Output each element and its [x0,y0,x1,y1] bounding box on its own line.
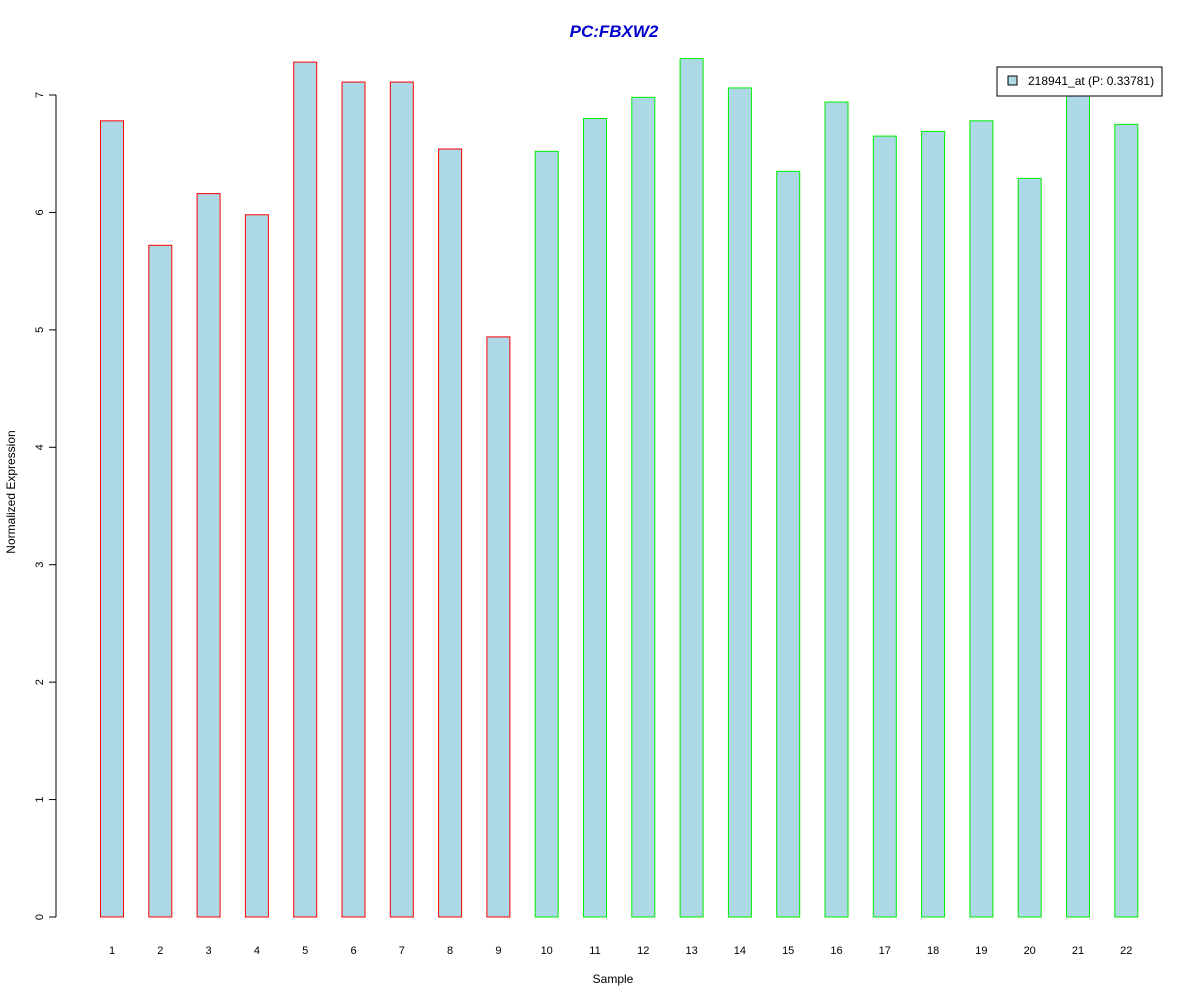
x-tick-label: 20 [1024,945,1036,957]
x-tick-label: 3 [206,945,212,957]
bar-sample-7 [389,81,414,918]
x-tick-label: 18 [927,945,939,957]
bar-sample-9 [486,336,511,918]
x-axis-label: Sample [593,972,634,986]
bar-sample-14 [727,87,752,918]
y-tick-label: 6 [34,209,46,215]
x-tick-label: 17 [879,945,891,957]
y-tick-label: 1 [34,797,46,803]
x-tick-label: 21 [1072,945,1084,957]
bar-sample-5 [293,61,318,918]
bar-sample-21 [1066,92,1090,918]
y-tick-label: 5 [34,327,46,333]
x-tick-labels: 1 2 3 4 5 6 7 8 9 10 11 12 13 14 15 16 17 18 19 20 21 22 [109,945,1132,957]
y-tick-label: 0 [34,914,46,920]
legend-box [996,66,1163,97]
x-tick-label: 1 [109,945,115,957]
legend-label: 218941_at (P: 0.33781) [1028,74,1154,88]
y-tick-label: 3 [34,562,46,568]
x-tick-label: 15 [782,945,794,957]
x-tick-label: 5 [302,945,308,957]
bar-sample-8 [438,148,463,918]
bar-sample-6 [341,81,366,918]
bar-sample-20 [1017,177,1042,918]
x-tick-label: 4 [254,945,260,957]
bar-sample-22 [1114,123,1139,918]
y-tick-label: 4 [34,444,46,450]
bar-sample-15 [776,170,801,918]
bar-sample-12 [631,96,656,918]
x-tick-label: 16 [830,945,842,957]
x-tick-label: 8 [447,945,453,957]
bar-sample-16 [824,101,849,918]
x-tick-label: 7 [399,945,405,957]
y-axis-label: Normalized Expression [4,430,18,553]
bar-sample-11 [583,117,607,918]
x-tick-label: 6 [350,945,356,957]
x-tick-label: 2 [157,945,163,957]
y-tick-label: 7 [34,92,46,98]
bar-sample-4 [244,214,269,918]
bar-sample-3 [196,193,221,918]
x-tick-label: 13 [685,945,697,957]
x-tick-label: 10 [541,945,553,957]
chart-title: PC:FBXW2 [570,22,659,41]
x-tick-label: 14 [734,945,746,957]
bar-sample-1 [100,120,124,918]
legend-swatch [1007,75,1018,86]
x-tick-label: 22 [1120,945,1132,957]
y-tick-label: 2 [34,679,46,685]
bar-sample-18 [921,130,946,918]
y-axis: 0 1 2 3 4 5 6 7 [34,92,57,920]
legend: 218941_at (P: 0.33781) [996,66,1163,97]
bar-sample-17 [872,135,897,918]
bar-sample-2 [148,244,173,918]
bar-sample-19 [969,120,994,918]
x-tick-label: 11 [589,945,600,957]
x-tick-label: 19 [975,945,987,957]
x-tick-label: 9 [495,945,501,957]
bars [100,58,1139,918]
bar-sample-13 [679,58,704,918]
x-tick-label: 12 [637,945,649,957]
bar-sample-10 [534,150,559,918]
